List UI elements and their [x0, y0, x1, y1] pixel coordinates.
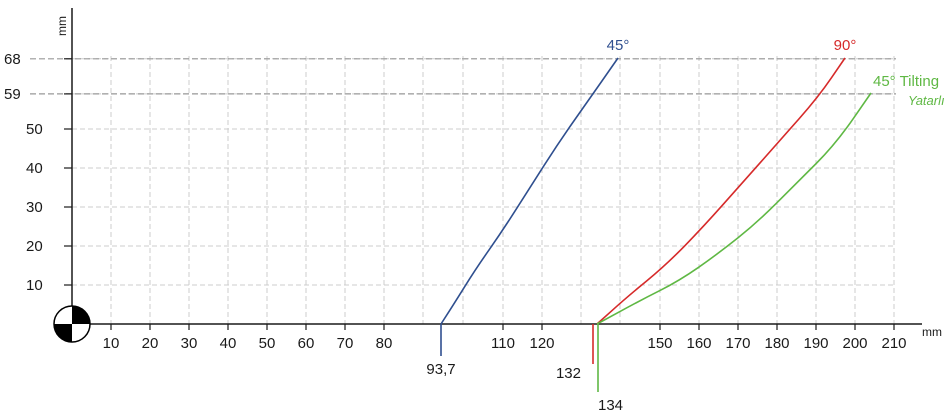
series-sub-label: Yatarlı: [908, 93, 945, 108]
labels: 10 20 30 40 50 59 68 10 20 30 40 50 60 70 80 110 120 150 1…: [4, 16, 945, 414]
x-tick-label: 60: [298, 335, 315, 352]
y-axis-unit-label: mm: [55, 16, 69, 36]
origin-marker-quadrant: [54, 324, 72, 342]
x-tick-label: 70: [337, 335, 354, 352]
x-tick-label: 150: [647, 335, 672, 352]
y-tick-label: 20: [26, 238, 43, 255]
y-tick-label: 10: [26, 277, 43, 294]
x-tick-label: 10: [103, 335, 120, 352]
x-tick-label: 30: [181, 335, 198, 352]
grid: [72, 56, 896, 324]
x-tick-label: 170: [725, 335, 750, 352]
y-tick-label: 50: [26, 121, 43, 138]
series: [440, 57, 872, 392]
x-tick-label: 50: [259, 335, 276, 352]
series-start-label: 93,7: [426, 361, 455, 378]
series-start-label: 134: [598, 397, 623, 414]
y-tick-label: 59: [4, 86, 21, 103]
y-tick-label: 30: [26, 199, 43, 216]
axes: [64, 8, 922, 330]
x-tick-label: 80: [376, 335, 393, 352]
x-tick-label: 120: [529, 335, 554, 352]
origin-marker-icon: [53, 305, 91, 343]
x-tick-label: 190: [803, 335, 828, 352]
x-tick-label: 180: [764, 335, 789, 352]
x-tick-label: 210: [881, 335, 906, 352]
series-name-label: 90°: [834, 37, 857, 54]
series-line: [596, 92, 872, 325]
x-tick-label: 160: [686, 335, 711, 352]
series-name-label: 45° Tilting: [873, 73, 939, 90]
series-line: [596, 57, 846, 325]
y-tick-label: 40: [26, 160, 43, 177]
x-axis-unit-label: mm: [922, 325, 942, 339]
series-name-label: 45°: [607, 37, 630, 54]
origin-marker-quadrant: [72, 306, 90, 324]
series-line: [440, 57, 619, 325]
reference-lines: [30, 58, 896, 95]
x-tick-label: 110: [491, 335, 515, 352]
x-tick-label: 20: [142, 335, 159, 352]
x-tick-label: 200: [842, 335, 867, 352]
x-tick-label: 40: [220, 335, 237, 352]
y-tick-label: 68: [4, 51, 21, 68]
series-start-label: 132: [556, 365, 581, 382]
